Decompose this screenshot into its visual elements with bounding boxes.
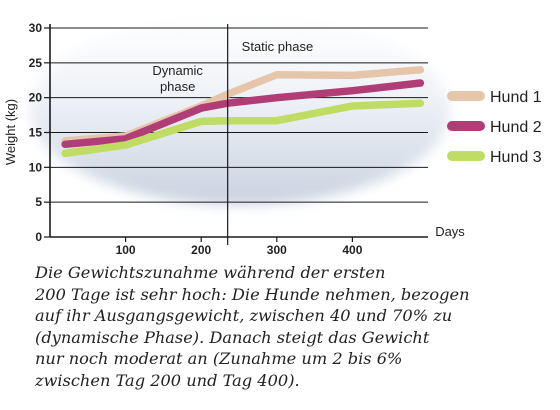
x-axis-label: Days xyxy=(435,224,465,239)
caption-line: auf ihr Ausgangsgewicht, zwischen 40 und… xyxy=(35,306,453,325)
x-tick-label: 100 xyxy=(116,243,136,257)
legend-label: Hund 3 xyxy=(490,149,542,166)
y-tick-label: 20 xyxy=(29,91,43,105)
plot-background-glow xyxy=(30,15,450,205)
annotations: Dynamic phase Static phase xyxy=(152,24,313,245)
legend: Hund 1 Hund 2 Hund 3 xyxy=(447,89,542,166)
axes: 0 5 10 15 20 25 30 100 200 300 400 xyxy=(29,21,428,257)
legend-label: Hund 1 xyxy=(490,89,542,106)
x-tick-label: 400 xyxy=(342,243,362,257)
y-tick-label: 0 xyxy=(35,230,42,244)
y-axis-label: Weight (kg) xyxy=(3,99,18,165)
y-tick-label: 30 xyxy=(29,21,43,35)
y-tick-label: 15 xyxy=(29,126,43,140)
legend-label: Hund 2 xyxy=(490,119,542,136)
caption-line: nur noch moderat an (Zunahme um 2 bis 6% xyxy=(35,349,403,368)
x-tick-label: 300 xyxy=(267,243,287,257)
x-tick-label: 200 xyxy=(191,243,211,257)
weight-chart: 0 5 10 15 20 25 30 100 200 300 400 Dynamic phase Sta… xyxy=(3,15,542,257)
caption-line: 200 Tage ist sehr hoch: Die Hunde nehmen… xyxy=(35,284,470,304)
grid-lines xyxy=(50,27,428,203)
y-tick-label: 5 xyxy=(35,195,42,209)
static-phase-label: Static phase xyxy=(242,39,314,54)
figure-caption: Die Gewichtszunahme während der ersten 2… xyxy=(35,262,505,391)
caption-line: (dynamische Phase). Danach steigt das Ge… xyxy=(35,327,430,347)
caption-line: Die Gewichtszunahme während der ersten xyxy=(35,263,386,282)
y-tick-label: 25 xyxy=(29,56,43,70)
caption-line: zwischen Tag 200 und Tag 400). xyxy=(35,370,300,390)
y-tick-label: 10 xyxy=(29,160,43,174)
dynamic-phase-label: Dynamic phase xyxy=(152,63,203,94)
